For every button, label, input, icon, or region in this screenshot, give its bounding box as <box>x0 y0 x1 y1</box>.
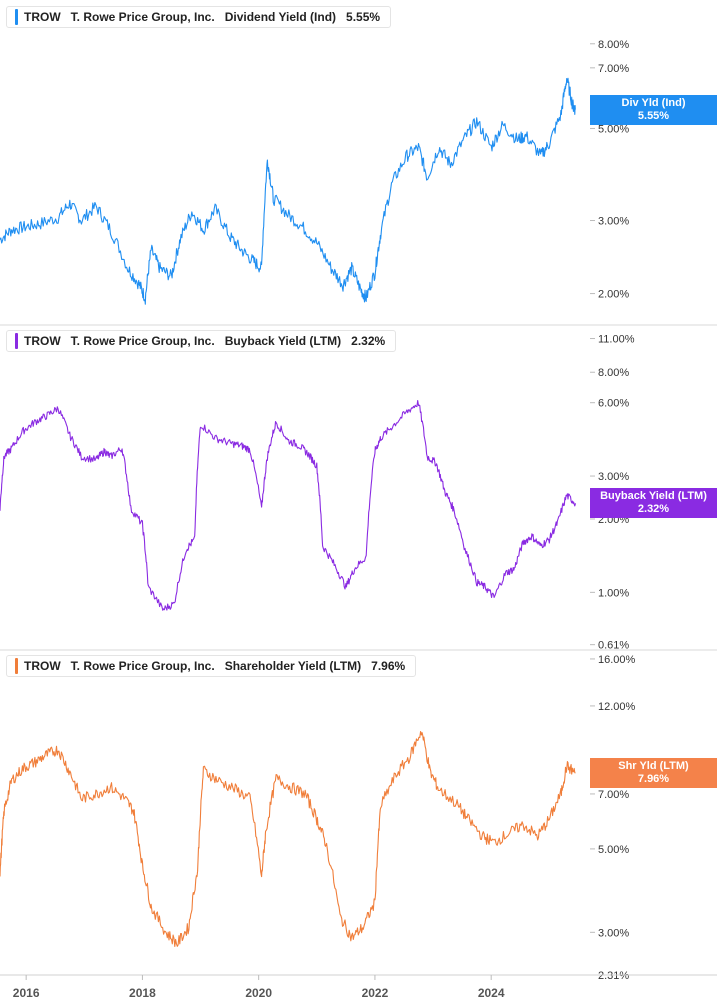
x-tick-label: 2020 <box>245 986 272 1000</box>
y-tick-label: 1.00% <box>598 587 629 599</box>
y-tick-label: 5.00% <box>598 123 629 135</box>
tag-label: Shr Yld (LTM) <box>618 759 689 772</box>
legend-buyback-yield: TROW T. Rowe Price Group, Inc. Buyback Y… <box>6 330 397 352</box>
y-tick-label: 6.00% <box>598 398 629 410</box>
legend-company: T. Rowe Price Group, Inc. <box>70 334 215 348</box>
x-tick-label: 2018 <box>129 986 156 1000</box>
tag-label: Div Yld (Ind) <box>621 96 686 109</box>
legend-swatch-buyback-yield <box>15 333 18 349</box>
series-line <box>0 730 576 948</box>
legend-ticker: TROW <box>24 659 61 673</box>
legend-dividend-yield: TROW T. Rowe Price Group, Inc. Dividend … <box>6 6 392 28</box>
last-value-tag-buyback-yield: Buyback Yield (LTM) 2.32% <box>590 488 717 519</box>
series-line <box>0 77 576 305</box>
legend-shareholder-yield: TROW T. Rowe Price Group, Inc. Sharehold… <box>6 655 417 677</box>
legend-metric: Buyback Yield (LTM) <box>224 334 342 348</box>
legend-metric: Shareholder Yield (LTM) <box>224 659 362 673</box>
legend-value: 2.32% <box>351 334 386 348</box>
y-tick-label: 3.00% <box>598 471 629 483</box>
y-tick-label: 0.61% <box>598 640 629 652</box>
legend-metric: Dividend Yield (Ind) <box>224 10 337 24</box>
last-value-tag-shareholder-yield: Shr Yld (LTM) 7.96% <box>590 757 717 788</box>
legend-ticker: TROW <box>24 334 61 348</box>
y-tick-label: 12.00% <box>598 701 636 713</box>
y-tick-label: 3.00% <box>598 927 629 939</box>
y-tick-label: 3.00% <box>598 216 629 228</box>
x-tick-label: 2024 <box>478 986 505 1000</box>
legend-swatch-dividend-yield <box>15 9 18 25</box>
last-value-tag-dividend-yield: Div Yld (Ind) 5.55% <box>590 94 717 125</box>
legend-company: T. Rowe Price Group, Inc. <box>70 10 215 24</box>
y-tick-label: 2.00% <box>598 289 629 301</box>
legend-company: T. Rowe Price Group, Inc. <box>70 659 215 673</box>
y-tick-label: 8.00% <box>598 39 629 51</box>
legend-value: 7.96% <box>371 659 406 673</box>
x-tick-label: 2016 <box>13 986 40 1000</box>
y-tick-label: 7.00% <box>598 63 629 75</box>
legend-ticker: TROW <box>24 10 61 24</box>
y-tick-label: 11.00% <box>598 334 635 346</box>
legend-swatch-shareholder-yield <box>15 658 18 674</box>
y-tick-label: 2.31% <box>598 970 629 982</box>
tag-value: 7.96% <box>637 772 670 785</box>
y-tick-label: 5.00% <box>598 844 629 856</box>
tag-value: 5.55% <box>637 109 670 122</box>
y-tick-label: 16.00% <box>598 654 636 666</box>
y-tick-label: 7.00% <box>598 789 629 801</box>
series-line <box>0 400 577 611</box>
tag-value: 2.32% <box>637 503 670 516</box>
y-tick-label: 8.00% <box>598 367 629 379</box>
x-tick-label: 2022 <box>362 986 389 1000</box>
legend-value: 5.55% <box>346 10 381 24</box>
tag-label: Buyback Yield (LTM) <box>600 490 707 503</box>
